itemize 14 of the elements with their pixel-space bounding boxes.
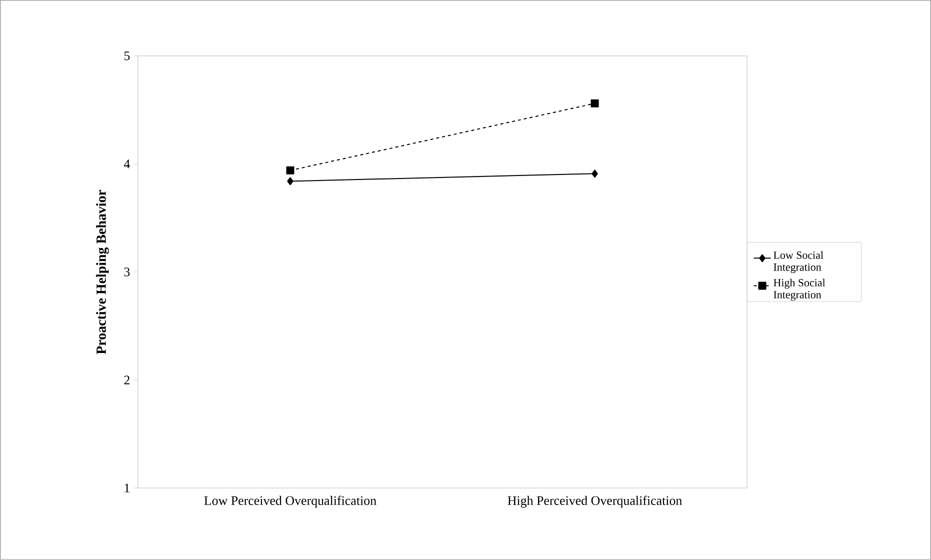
legend-label: Low Social Integration [774, 251, 824, 274]
x-tick-label: High Perceived Overqualification [508, 496, 682, 508]
point [287, 177, 294, 186]
point [592, 170, 598, 178]
y-tick-label: 2 [124, 376, 130, 384]
legend-label: High Social Integration [774, 278, 826, 301]
y-tick-label: 1 [124, 484, 130, 492]
y-tick-label: 5 [124, 52, 130, 60]
point [590, 99, 599, 108]
x-tick-label: Low Perceived Overqualification [204, 496, 376, 508]
y-tick-label: 4 [124, 160, 130, 168]
y-axis-title: Proactive Helping Behavior [96, 190, 109, 354]
y-tick-label: 3 [124, 268, 130, 276]
point [286, 166, 294, 174]
